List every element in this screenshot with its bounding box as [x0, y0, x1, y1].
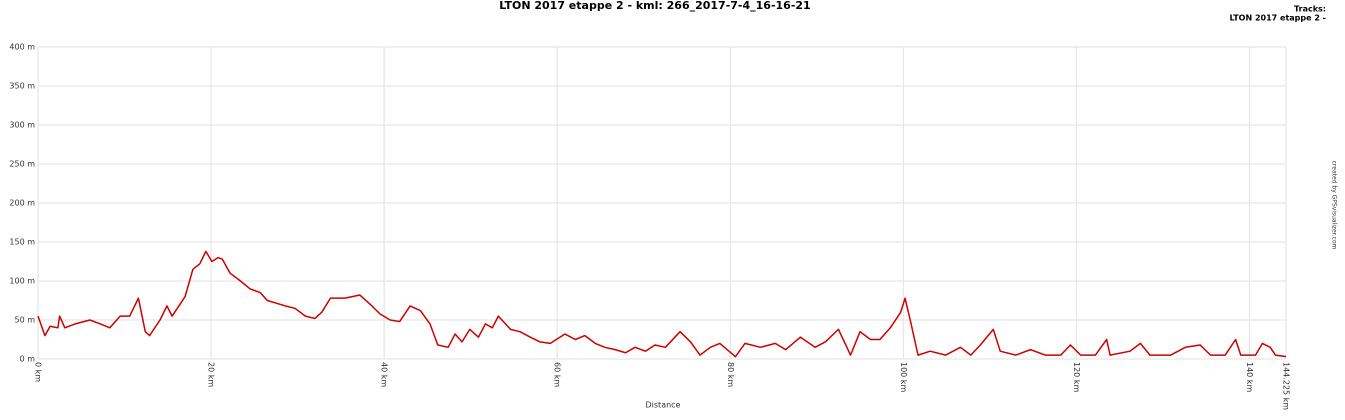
x-tick-label: 120 km	[1072, 362, 1081, 392]
y-tick-label: 350 m	[9, 82, 35, 91]
y-tick-label: 0 m	[20, 355, 36, 364]
y-tick-label: 150 m	[9, 238, 35, 247]
x-tick-label: 60 km	[553, 362, 562, 387]
y-tick-label: 50 m	[14, 316, 35, 325]
y-tick-label: 300 m	[9, 121, 35, 130]
x-tick-label: 40 km	[380, 362, 389, 387]
x-tick-label: 20 km	[207, 362, 216, 387]
chart-title: LTON 2017 etappe 2 - kml: 266_2017-7-4_1…	[499, 0, 810, 12]
y-tick-label: 100 m	[9, 277, 35, 286]
x-axis-label: Distance	[646, 401, 681, 410]
legend-title: Tracks:	[1294, 5, 1326, 14]
x-tick-label: 100 km	[899, 362, 908, 392]
credit: created by GPSvisualizer.com	[1331, 161, 1338, 250]
elevation-line	[37, 250, 1287, 358]
x-tick-label: 144.225 km	[1282, 362, 1291, 410]
x-tick-label: 140 km	[1245, 362, 1254, 392]
y-tick-label: 400 m	[9, 43, 35, 52]
y-tick-label: 200 m	[9, 199, 35, 208]
legend-entry: LTON 2017 etappe 2 -	[1229, 14, 1326, 23]
x-tick-label: 80 km	[726, 362, 735, 387]
y-tick-label: 250 m	[9, 160, 35, 169]
x-tick-label: 0 km	[34, 362, 43, 382]
